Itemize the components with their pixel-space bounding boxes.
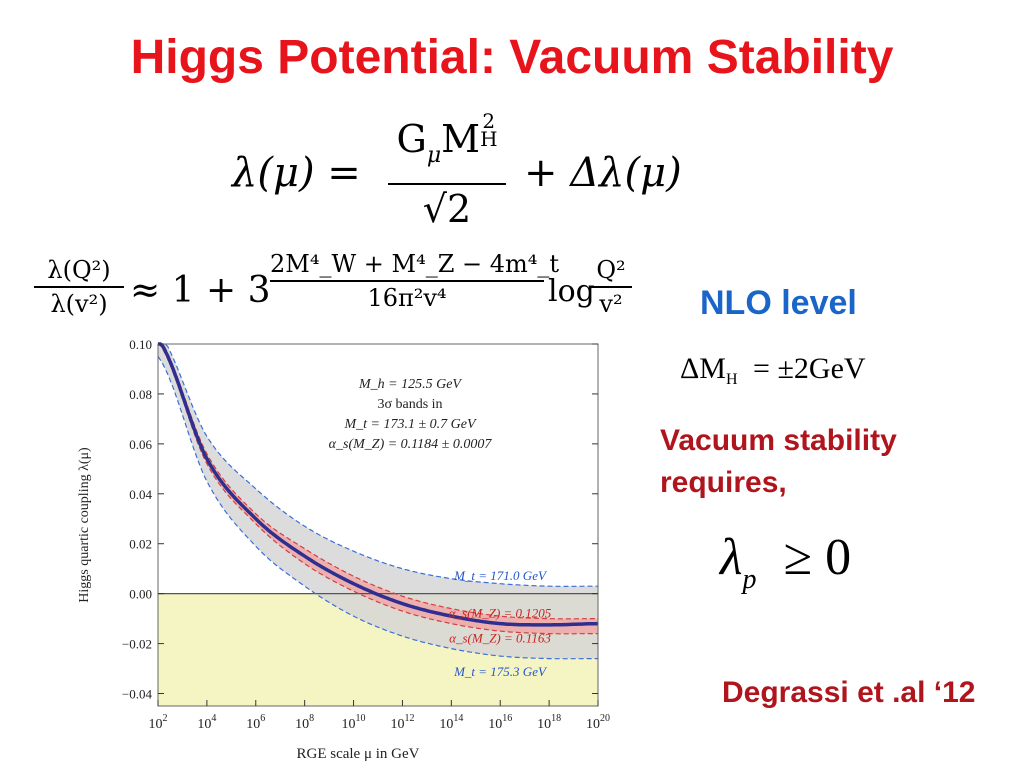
- lambda-lhs: λ(μ) =: [232, 150, 361, 196]
- lambda-p-sub: p: [742, 564, 757, 595]
- rge-lhs-denominator: λ(v²): [50, 290, 108, 318]
- rge-fraction: 2M⁴_W + M⁴_Z − 4m⁴_t 16π²v⁴: [270, 250, 560, 312]
- lambda-p-condition: λp ≥ 0: [720, 528, 851, 596]
- info-line: M_t = 173.1 ± 0.7 GeV: [343, 417, 477, 432]
- rge-equation: λ(Q²) λ(v²) ≈ 1 + 3 2M⁴_W + M⁴_Z − 4m⁴_t…: [30, 236, 632, 336]
- rge-log-numerator: Q²: [596, 256, 626, 284]
- x-tick-label: 1012: [390, 713, 414, 732]
- lambda-denominator: √2: [422, 187, 472, 231]
- y-tick-label: −0.04: [122, 687, 153, 702]
- mt-low-curve: [157, 356, 598, 660]
- info-line: M_h = 125.5 GeV: [358, 377, 462, 392]
- rge-approx: ≈ 1 + 3: [130, 270, 271, 311]
- x-tick-label: 1018: [537, 713, 561, 732]
- plot-frame: [157, 343, 599, 707]
- x-axis-label: RGE scale μ in GeV: [296, 746, 419, 762]
- delta-mh-sub: H: [725, 371, 738, 388]
- mt-high-curve: [158, 343, 598, 588]
- alphas-low-curve: [157, 343, 598, 635]
- coupling-chart: 0.10 0.08 0.06 0.04 0.02 0.00 −0.02 −0.04 102 104…: [70, 337, 610, 768]
- coupling-chart-svg: 0.10 0.08 0.06 0.04 0.02 0.00 −0.02 −0.04 102 104…: [77, 337, 610, 762]
- rge-bar: [270, 280, 544, 282]
- rge-denominator: 16π²v⁴: [367, 284, 447, 312]
- slide-title: Higgs Potential: Vacuum Stability: [130, 31, 894, 84]
- vacuum-stability-text: Vacuum stability requires,: [660, 424, 897, 499]
- y-tick-label: 0.02: [129, 537, 152, 552]
- x-tick-label: 1014: [439, 713, 463, 732]
- x-tick-label: 104: [197, 713, 216, 732]
- y-tick-label: 0.10: [129, 340, 152, 352]
- band-label: α_s(M_Z) = 0.1163: [449, 630, 551, 645]
- rge-lhs-numerator: λ(Q²): [47, 256, 111, 284]
- lambda-fraction: GμM 2 H √2: [382, 109, 512, 233]
- band-label: M_t = 175.3 GeV: [453, 664, 548, 679]
- lambda-equation: λ(μ) = GμM 2 H √2 + Δλ(μ): [232, 109, 692, 233]
- numerator-sub: H: [480, 127, 498, 151]
- band-label: α_s(M_Z) = 0.1205: [449, 605, 552, 620]
- lambda-p-relation: ≥ 0: [783, 529, 852, 586]
- lambda-p-symbol: λ: [720, 529, 743, 586]
- central-curve: [158, 342, 599, 627]
- delta-mh-value: = ±2GeV: [753, 352, 866, 385]
- citation: Degrassi et .al ‘12: [722, 676, 976, 709]
- x-tick-label: 106: [246, 713, 265, 732]
- lambda-rhs: + Δλ(μ): [524, 150, 682, 196]
- numerator-mu: μ: [426, 143, 442, 168]
- y-axis-label: Higgs quartic coupling λ(μ): [77, 447, 92, 603]
- rge-log: log: [548, 274, 595, 309]
- nlo-label: NLO level: [700, 284, 857, 322]
- rge-log-denominator: v²: [599, 290, 623, 318]
- info-line: α_s(M_Z) = 0.1184 ± 0.0007: [329, 437, 493, 452]
- band-label: M_t = 171.0 GeV: [453, 568, 548, 583]
- delta-mh-formula: ΔMH = ±2GeV: [680, 352, 866, 389]
- x-tick-label: 102: [149, 713, 168, 732]
- y-tick-label: 0.06: [129, 437, 152, 452]
- rge-numerator: 2M⁴_W + M⁴_Z − 4m⁴_t: [270, 250, 560, 278]
- y-tick-label: −0.02: [122, 637, 152, 652]
- x-tick-label: 1010: [342, 713, 366, 732]
- fraction-bar: [388, 183, 506, 185]
- alphas-high-curve: [158, 343, 598, 620]
- numerator-m: M: [441, 117, 481, 161]
- y-tick-label: 0.08: [129, 387, 152, 402]
- x-tick-label: 108: [295, 713, 314, 732]
- lambda-numerator: GμM 2 H: [382, 109, 512, 179]
- numerator-g: G: [396, 117, 427, 161]
- rge-log-fraction: Q² v²: [590, 256, 632, 318]
- x-tick-label: 1020: [586, 713, 610, 732]
- rge-lhs-bar: [34, 286, 124, 288]
- rge-log-bar: [590, 286, 632, 288]
- y-tick-label: 0.00: [129, 587, 152, 602]
- delta-mh-symbol: ΔM: [680, 352, 726, 385]
- info-line: 3σ bands in: [377, 397, 442, 412]
- y-tick-label: 0.04: [129, 487, 152, 502]
- x-tick-label: 1016: [488, 713, 512, 732]
- numerator-sup: 2: [482, 109, 496, 133]
- rge-lhs: λ(Q²) λ(v²): [34, 256, 124, 318]
